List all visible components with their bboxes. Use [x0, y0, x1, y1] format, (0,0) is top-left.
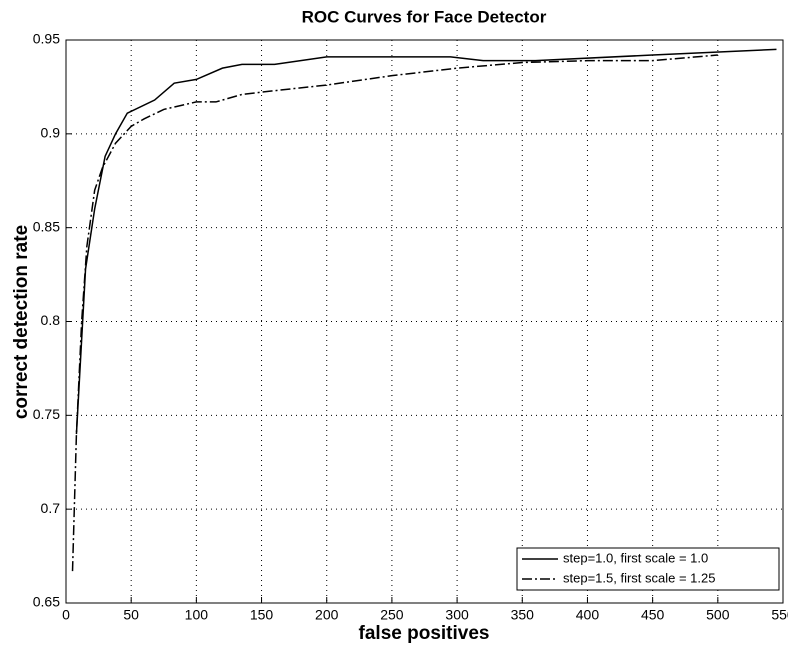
- legend-label: step=1.5, first scale = 1.25: [563, 570, 715, 585]
- x-tick-label: 450: [641, 607, 665, 623]
- x-tick-label: 350: [511, 607, 535, 623]
- y-tick-label: 0.8: [41, 312, 61, 328]
- x-tick-label: 300: [445, 607, 469, 623]
- y-tick-label: 0.95: [33, 31, 60, 47]
- x-tick-label: 550: [771, 607, 788, 623]
- x-tick-label: 400: [576, 607, 600, 623]
- y-tick-label: 0.65: [33, 594, 60, 610]
- y-tick-label: 0.85: [33, 218, 60, 234]
- x-tick-label: 50: [123, 607, 139, 623]
- y-tick-label: 0.7: [41, 500, 61, 516]
- x-tick-label: 0: [62, 607, 70, 623]
- plot-frame: [65, 39, 784, 604]
- chart-title: ROC Curves for Face Detector: [302, 7, 547, 26]
- x-tick-label: 500: [706, 607, 730, 623]
- x-tick-label: 100: [185, 607, 209, 623]
- series-line: [75, 48, 777, 435]
- y-tick-label: 0.9: [41, 125, 61, 141]
- legend-label: step=1.0, first scale = 1.0: [563, 550, 708, 565]
- y-tick-label: 0.75: [33, 406, 60, 422]
- x-tick-label: 250: [380, 607, 404, 623]
- x-tick-label: 150: [250, 607, 274, 623]
- series-line: [71, 54, 718, 572]
- legend-box: [516, 547, 780, 591]
- x-axis-label: false positives: [359, 623, 490, 644]
- y-axis-label: correct detection rate: [11, 225, 32, 419]
- x-tick-label: 200: [315, 607, 339, 623]
